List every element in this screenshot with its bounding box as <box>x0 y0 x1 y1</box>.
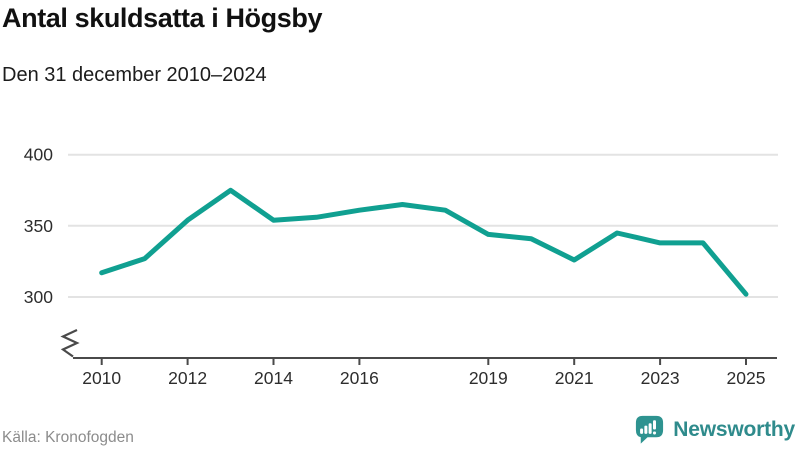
x-tick-label: 2010 <box>82 368 121 388</box>
x-tick-label: 2016 <box>340 368 379 388</box>
x-tick-label: 2025 <box>727 368 766 388</box>
page-title: Antal skuldsatta i Högsby <box>2 3 323 33</box>
source-note: Källa: Kronofogden <box>2 429 134 446</box>
data-line <box>99 187 749 297</box>
brand-logo: Newsworthy <box>633 413 795 446</box>
y-tick-label: 350 <box>24 216 53 236</box>
y-tick-label: 300 <box>24 287 53 307</box>
x-tick-label: 2023 <box>641 368 680 388</box>
x-tick-label: 2014 <box>254 368 293 388</box>
brand-name: Newsworthy <box>673 417 795 441</box>
newsworthy-bubble-icon <box>636 415 664 444</box>
chart-subtitle: Den 31 december 2010–2024 <box>2 64 267 86</box>
x-tick-label: 2019 <box>469 368 508 388</box>
axis-break-icon <box>60 329 80 358</box>
x-tick-label: 2012 <box>168 368 207 388</box>
y-tick-label: 400 <box>24 145 53 165</box>
x-tick-label: 2021 <box>555 368 594 388</box>
